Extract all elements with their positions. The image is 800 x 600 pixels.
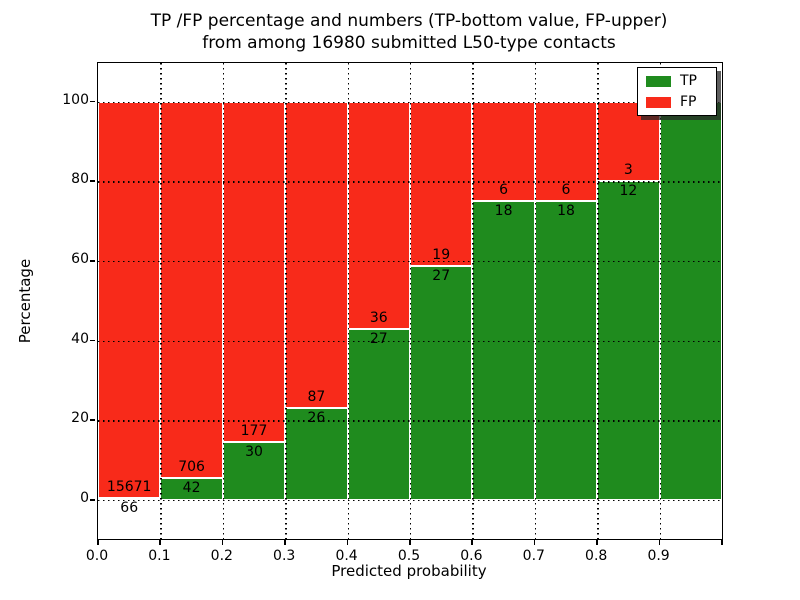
tp-bar-segment (347, 329, 410, 500)
y-tick-mark (90, 100, 95, 103)
tp-bar-segment (659, 101, 722, 500)
tp-count-label: 42 (182, 479, 201, 496)
y-tick-label: 40 (71, 330, 89, 347)
tp-count-label: 66 (120, 500, 139, 517)
x-tick-mark (471, 540, 473, 545)
tp-color-swatch-icon (646, 75, 671, 87)
y-tick-label: 60 (71, 250, 89, 267)
x-tick-label: 0.8 (585, 548, 608, 564)
vertical-gridline (597, 63, 599, 539)
x-tick-label: 0.0 (85, 548, 109, 564)
fp-bar-segment (222, 101, 286, 443)
x-tick-label: 0.4 (335, 548, 358, 564)
tp-count-label: 18 (557, 203, 575, 220)
x-tick-label: 0.1 (148, 548, 171, 564)
fp-bar-segment (285, 101, 348, 409)
fp-bar-segment (410, 101, 473, 267)
vertical-gridline (410, 63, 412, 539)
y-tick-mark (90, 498, 95, 501)
y-tick-mark (90, 419, 95, 421)
tp-bar-segment (472, 201, 535, 500)
y-tick-mark (90, 339, 95, 342)
fp-bar-segment (347, 101, 410, 330)
tp-bar-segment (534, 201, 598, 500)
x-tick-label: 0.7 (522, 548, 545, 564)
y-tick-label: 0 (80, 489, 89, 506)
fp-count-label: 6 (499, 182, 509, 199)
chart-title-line2: from among 16980 submitted L50-type cont… (202, 33, 616, 54)
legend-label-fp: FP (680, 94, 697, 110)
tp-count-label: 30 (245, 444, 263, 461)
tp-count-label: 12 (619, 183, 638, 200)
tp-count-label: 18 (494, 203, 513, 220)
legend: TP FP (637, 67, 717, 116)
vertical-gridline (347, 63, 349, 539)
legend-entry-fp: FP (646, 95, 708, 109)
tp-count-label: 26 (307, 410, 326, 427)
y-tick-label: 100 (62, 91, 89, 108)
vertical-gridline (534, 63, 537, 539)
fp-count-label: 36 (369, 310, 388, 327)
y-tick-mark (90, 259, 95, 262)
fp-bar-segment (160, 101, 223, 478)
fp-count-label: 19 (432, 247, 451, 264)
fp-bar-segment (98, 101, 161, 499)
x-tick-label: 0.2 (210, 548, 233, 564)
fp-count-label: 3 (623, 162, 633, 179)
vertical-gridline (160, 63, 162, 539)
x-axis-label: Predicted probability (331, 562, 487, 580)
x-tick-mark (97, 540, 99, 545)
vertical-gridline (222, 63, 225, 539)
y-tick-mark (90, 180, 95, 182)
x-tick-mark (346, 540, 349, 545)
fp-bar-segment (472, 101, 535, 202)
x-tick-mark (159, 540, 161, 545)
tp-bar-segment (98, 498, 161, 501)
y-axis-label: Percentage (16, 258, 34, 344)
fp-count-label: 15671 (106, 479, 152, 496)
x-tick-mark (721, 540, 723, 545)
plot-area: 156716670642177308726362719276186183123 … (97, 62, 723, 540)
tp-count-label: 27 (369, 331, 388, 348)
fp-count-label: 6 (561, 182, 571, 199)
y-tick-label: 20 (71, 410, 89, 427)
legend-entry-tp: TP (646, 74, 708, 88)
x-tick-mark (596, 540, 598, 545)
x-tick-label: 0.5 (397, 548, 421, 564)
x-tick-mark (221, 540, 224, 545)
x-tick-mark (658, 540, 661, 545)
tp-count-label: 27 (432, 268, 451, 285)
legend-label-tp: TP (680, 73, 697, 89)
chart-title: TP /FP percentage and numbers (TP-bottom… (97, 10, 721, 55)
x-tick-label: 0.6 (460, 548, 483, 564)
fp-count-label: 706 (178, 458, 205, 475)
x-tick-label: 0.9 (647, 548, 670, 564)
fp-count-label: 177 (240, 423, 268, 440)
chart-title-line1: TP /FP percentage and numbers (TP-bottom… (150, 11, 668, 31)
y-tick-label: 80 (71, 171, 89, 188)
vertical-gridline (472, 63, 474, 539)
vertical-gridline (659, 63, 661, 539)
fp-count-label: 87 (307, 389, 326, 406)
x-tick-mark (284, 540, 286, 545)
x-tick-mark (409, 540, 411, 545)
x-tick-label: 0.3 (273, 548, 296, 564)
vertical-gridline (285, 63, 287, 539)
tp-bar-segment (410, 266, 473, 500)
x-tick-mark (533, 540, 536, 545)
fp-color-swatch-icon (646, 96, 671, 108)
